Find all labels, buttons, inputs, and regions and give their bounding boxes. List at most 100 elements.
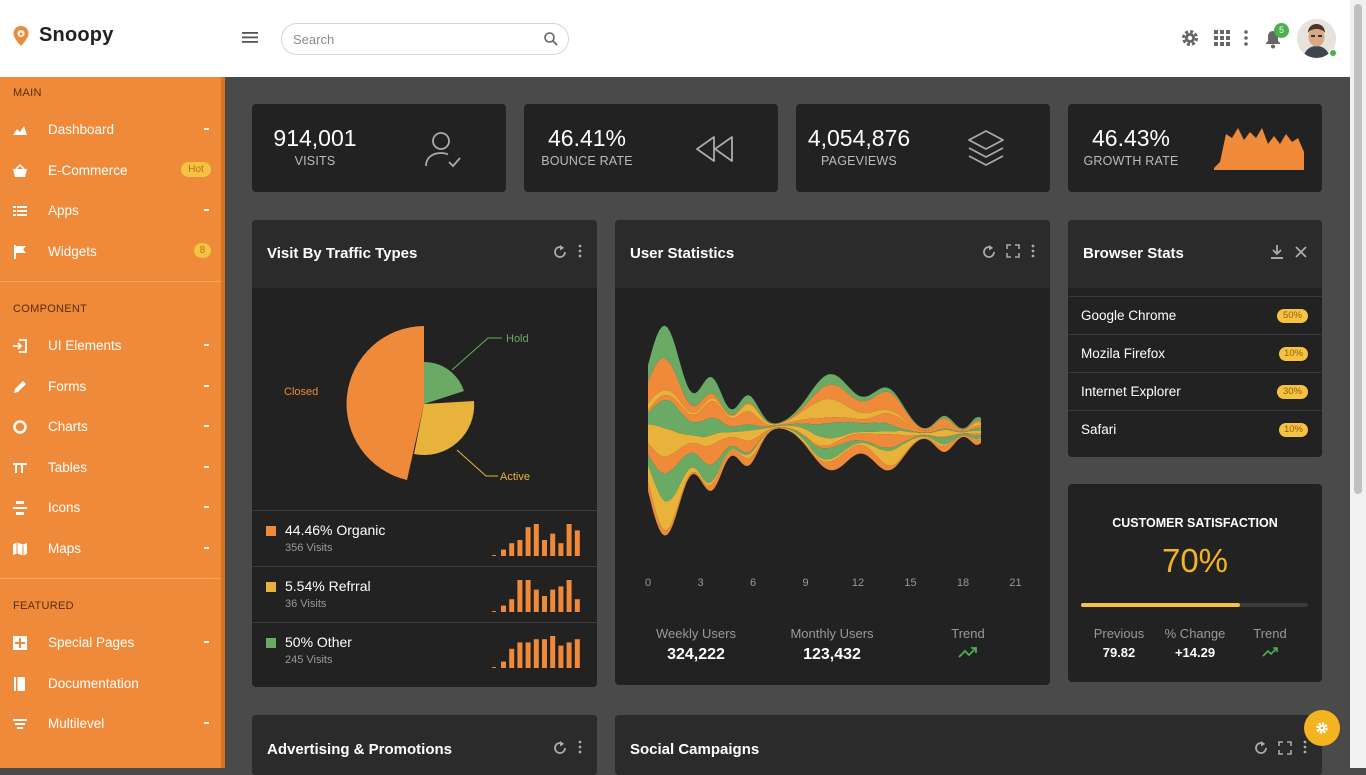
stream-layer — [648, 395, 981, 433]
stat-label: VISITS — [294, 154, 336, 168]
sparkbar — [501, 549, 506, 556]
sidebar-item-icons[interactable]: Icons — [0, 493, 221, 523]
stream-layer — [648, 427, 981, 531]
sidebar-section-main: MAIN — [13, 87, 42, 99]
more-vertical-icon[interactable] — [1243, 30, 1249, 46]
traffic-row-organic: 44.46% Organic 356 Visits — [252, 510, 597, 566]
x-tick-label: 18 — [957, 577, 969, 589]
traffic-row-referral: 5.54% Refrral 36 Visits — [252, 566, 597, 622]
stream-layer — [648, 400, 981, 439]
menu-toggle-button[interactable] — [240, 28, 260, 46]
pages-icon — [12, 635, 28, 651]
sidebar-item-label: E-Commerce — [48, 163, 128, 178]
traffic-visits: 245 Visits — [285, 654, 333, 666]
sidebar-item-apps[interactable]: Apps — [0, 196, 221, 226]
sparkbar-baseline — [492, 555, 496, 556]
more-vertical-icon[interactable] — [577, 740, 583, 754]
weekly-users-value: 324,222 — [667, 646, 725, 663]
sparkbar — [533, 639, 539, 668]
sparkbar — [574, 599, 580, 612]
scrollbar-thumb[interactable] — [1354, 4, 1362, 494]
stat-value: 46.43% — [1091, 125, 1170, 151]
sidebar-item-widgets[interactable]: Widgets 8 — [0, 237, 221, 267]
download-icon[interactable] — [1270, 244, 1284, 260]
browser-pct-badge: 10% — [1279, 347, 1308, 361]
sidebar-item-documentation[interactable]: Documentation — [0, 669, 221, 699]
user-check-icon — [422, 128, 464, 170]
refresh-icon[interactable] — [1253, 740, 1269, 756]
more-vertical-icon[interactable] — [1030, 244, 1036, 258]
sparkbar — [525, 642, 531, 668]
apps-list-icon — [12, 203, 28, 219]
map-icon — [12, 541, 28, 557]
customer-satisfaction-card: CUSTOMER SATISFACTION 70% Previous 79.82… — [1068, 484, 1322, 682]
change-value: +14.29 — [1174, 645, 1216, 660]
sidebar-item-ui-elements[interactable]: UI Elements — [0, 331, 221, 361]
multilevel-icon — [12, 716, 28, 732]
sparkbar — [542, 540, 547, 556]
more-vertical-icon[interactable] — [1302, 740, 1308, 754]
close-icon[interactable] — [1295, 246, 1307, 258]
previous-label: Previous — [1093, 626, 1145, 641]
sparkbar-baseline — [492, 611, 496, 612]
sidebar-section-component: COMPONENT — [13, 303, 88, 315]
sidebar-divider — [0, 281, 221, 282]
fullscreen-icon[interactable] — [1006, 244, 1020, 258]
card-header — [615, 715, 1322, 775]
caret-icon — [204, 385, 209, 387]
browser-name: Mozila Firefox — [1081, 346, 1166, 361]
traffic-pct: 44.46% Organic — [285, 522, 386, 538]
sidebar-item-dashboard[interactable]: Dashboard — [0, 115, 221, 145]
user-statistics-card: User Statistics 0 3 6 9 12 15 18 21 Weekly User… — [615, 220, 1050, 685]
brand-logo-icon — [13, 25, 29, 46]
search-input[interactable] — [293, 30, 533, 48]
stat-value: 914,001 — [273, 125, 357, 151]
sidebar-item-tables[interactable]: Tables — [0, 453, 221, 483]
sidebar-item-charts[interactable]: Charts — [0, 412, 221, 442]
card-title: CUSTOMER SATISFACTION — [1112, 516, 1278, 530]
notification-count-badge: 5 — [1274, 23, 1289, 38]
browser-row-firefox: Mozila Firefox 10% — [1068, 334, 1322, 372]
sidebar-scrollbar[interactable] — [221, 77, 225, 768]
search-icon[interactable] — [543, 31, 559, 47]
sidebar-item-special-pages[interactable]: Special Pages — [0, 628, 221, 658]
sparkbar — [558, 645, 564, 668]
sidebar-item-ecommerce[interactable]: E-Commerce Hot — [0, 156, 221, 186]
brand[interactable]: Snoopy — [12, 24, 114, 47]
browser-pct-badge: 50% — [1277, 309, 1308, 323]
sparkbar — [517, 642, 523, 668]
card-header — [1068, 220, 1322, 288]
refresh-icon[interactable] — [552, 740, 568, 756]
sidebar-item-maps[interactable]: Maps — [0, 534, 221, 564]
browser-name: Google Chrome — [1081, 308, 1177, 323]
fullscreen-icon[interactable] — [1278, 741, 1292, 755]
flag-icon — [12, 244, 28, 260]
area-sparkline-icon — [1214, 124, 1304, 170]
settings-fab-button[interactable] — [1304, 710, 1340, 746]
sidebar-item-multilevel[interactable]: Multilevel — [0, 709, 221, 739]
sparkbar — [509, 599, 515, 612]
sidebar-item-label: Icons — [48, 500, 81, 515]
page-scrollbar[interactable] — [1350, 0, 1366, 768]
refresh-icon[interactable] — [552, 244, 568, 260]
advertising-card: Advertising & Promotions — [252, 715, 597, 775]
pie-label-closed: Closed — [284, 386, 318, 398]
traffic-visits: 36 Visits — [285, 598, 327, 610]
topbar: Snoopy 5 — [0, 0, 1350, 77]
refresh-icon[interactable] — [981, 244, 997, 260]
x-tick-label: 0 — [645, 577, 651, 589]
more-vertical-icon[interactable] — [577, 244, 583, 258]
streamgraph-chart: 0 3 6 9 12 15 18 21 — [645, 325, 1022, 589]
sparkbar-chart — [492, 636, 580, 668]
legend-swatch — [266, 582, 276, 592]
online-status-dot — [1329, 49, 1337, 57]
sidebar-item-forms[interactable]: Forms — [0, 372, 221, 402]
pie-slice-hold — [424, 361, 464, 404]
browser-pct-badge: 30% — [1277, 385, 1308, 399]
apps-grid-icon[interactable] — [1214, 30, 1230, 46]
stream-layer — [648, 428, 981, 536]
legend-swatch — [266, 526, 276, 536]
caret-icon — [204, 344, 209, 346]
sidebar-item-label: UI Elements — [48, 338, 122, 353]
gear-icon[interactable] — [1180, 28, 1200, 48]
